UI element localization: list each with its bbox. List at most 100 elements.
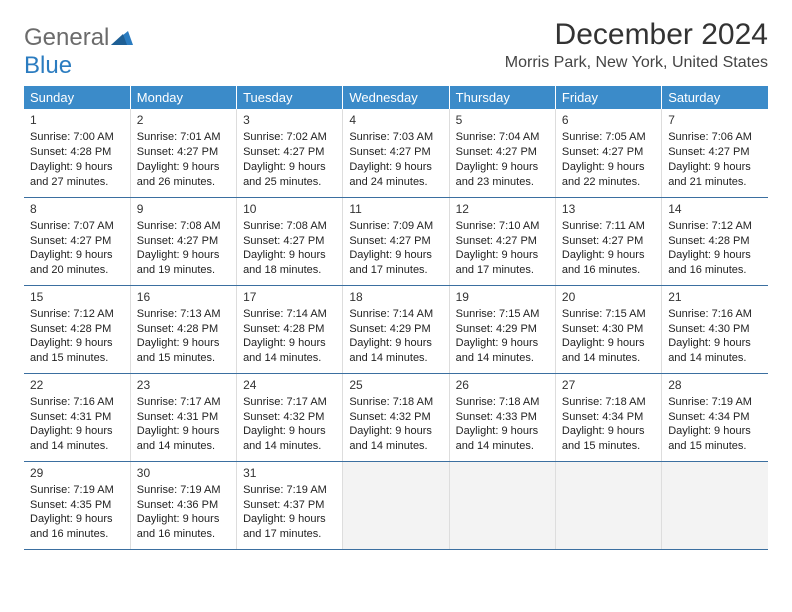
sunrise-text: Sunrise: 7:05 AM (562, 130, 655, 145)
title-block: December 2024 Morris Park, New York, Uni… (505, 18, 768, 72)
calendar-day-cell: 11 Sunrise: 7:09 AMSunset: 4:27 PMDayligh… (343, 197, 449, 285)
day-number: 29 (30, 465, 124, 481)
day-number: 20 (562, 289, 655, 305)
day-number: 1 (30, 112, 124, 128)
calendar-day-cell: 5Sunrise: 7:04 AMSunset: 4:27 PMDaylight… (449, 109, 555, 197)
sunrise-text: Sunrise: 7:10 AM (456, 219, 549, 234)
day-number: 23 (137, 377, 230, 393)
daylight-text: Daylight: 9 hours and 16 minutes. (137, 512, 230, 542)
calendar-day-cell: 17Sunrise: 7:14 AMSunset: 4:28 PMDayligh… (237, 285, 343, 373)
calendar-day-cell: 15Sunrise: 7:12 AMSunset: 4:28 PMDayligh… (24, 285, 130, 373)
daylight-text: Daylight: 9 hours and 15 minutes. (30, 336, 124, 366)
sunset-text: Sunset: 4:34 PM (668, 410, 762, 425)
calendar-day-cell (662, 461, 768, 549)
sunrise-text: Sunrise: 7:19 AM (668, 395, 762, 410)
daylight-text: Daylight: 9 hours and 14 minutes. (30, 424, 124, 454)
sunset-text: Sunset: 4:31 PM (30, 410, 124, 425)
daylight-text: Daylight: 9 hours and 18 minutes. (243, 248, 336, 278)
sunset-text: Sunset: 4:27 PM (243, 234, 336, 249)
day-number: 16 (137, 289, 230, 305)
daylight-text: Daylight: 9 hours and 17 minutes. (456, 248, 549, 278)
daylight-text: Daylight: 9 hours and 19 minutes. (137, 248, 230, 278)
day-number: 7 (668, 112, 762, 128)
calendar-day-cell: 23Sunrise: 7:17 AMSunset: 4:31 PMDayligh… (130, 373, 236, 461)
daylight-text: Daylight: 9 hours and 24 minutes. (349, 160, 442, 190)
logo: General Blue (24, 24, 133, 80)
calendar-day-cell: 27Sunrise: 7:18 AMSunset: 4:34 PMDayligh… (555, 373, 661, 461)
calendar-day-cell: 4Sunrise: 7:03 AMSunset: 4:27 PMDaylight… (343, 109, 449, 197)
day-number: 13 (562, 201, 655, 217)
daylight-text: Daylight: 9 hours and 14 minutes. (456, 424, 549, 454)
day-number: 14 (668, 201, 762, 217)
calendar-day-cell: 22 Sunrise: 7:16 AMSunset: 4:31 PMDayligh… (24, 373, 130, 461)
sunset-text: Sunset: 4:28 PM (668, 234, 762, 249)
day-number: 9 (137, 201, 230, 217)
sunrise-text: Sunrise: 7:09 AM (349, 219, 442, 234)
calendar-day-cell: 31Sunrise: 7:19 AMSunset: 4:37 PMDayligh… (237, 461, 343, 549)
day-number: 27 (562, 377, 655, 393)
sunrise-text: Sunrise: 7:12 AM (668, 219, 762, 234)
sunset-text: Sunset: 4:27 PM (30, 234, 124, 249)
sunset-text: Sunset: 4:28 PM (243, 322, 336, 337)
sunset-text: Sunset: 4:30 PM (562, 322, 655, 337)
calendar-day-cell: 1Sunrise: 7:00 AMSunset: 4:28 PMDaylight… (24, 109, 130, 197)
day-number: 25 (349, 377, 442, 393)
day-number: 2 (137, 112, 230, 128)
calendar-day-cell (343, 461, 449, 549)
weekday-header: Thursday (449, 86, 555, 109)
sunset-text: Sunset: 4:27 PM (456, 145, 549, 160)
sunset-text: Sunset: 4:29 PM (349, 322, 442, 337)
sunset-text: Sunset: 4:27 PM (243, 145, 336, 160)
calendar-day-cell: 14Sunrise: 7:12 AMSunset: 4:28 PMDayligh… (662, 197, 768, 285)
sunset-text: Sunset: 4:27 PM (349, 234, 442, 249)
sunrise-text: Sunrise: 7:18 AM (349, 395, 442, 410)
sunset-text: Sunset: 4:27 PM (349, 145, 442, 160)
weekday-header: Saturday (662, 86, 768, 109)
calendar-day-cell: 8Sunrise: 7:07 AMSunset: 4:27 PMDaylight… (24, 197, 130, 285)
day-number: 11 (349, 201, 442, 217)
calendar-day-cell: 24Sunrise: 7:17 AMSunset: 4:32 PMDayligh… (237, 373, 343, 461)
sunrise-text: Sunrise: 7:12 AM (30, 307, 124, 322)
calendar-day-cell: 28Sunrise: 7:19 AMSunset: 4:34 PMDayligh… (662, 373, 768, 461)
day-number: 22 (30, 377, 124, 393)
sunrise-text: Sunrise: 7:19 AM (137, 483, 230, 498)
calendar-day-cell: 9Sunrise: 7:08 AMSunset: 4:27 PMDaylight… (130, 197, 236, 285)
day-number: 4 (349, 112, 442, 128)
sunrise-text: Sunrise: 7:15 AM (456, 307, 549, 322)
daylight-text: Daylight: 9 hours and 25 minutes. (243, 160, 336, 190)
sunset-text: Sunset: 4:28 PM (137, 322, 230, 337)
sunset-text: Sunset: 4:28 PM (30, 145, 124, 160)
day-number: 31 (243, 465, 336, 481)
sunset-text: Sunset: 4:27 PM (562, 234, 655, 249)
calendar-day-cell: 3Sunrise: 7:02 AMSunset: 4:27 PMDaylight… (237, 109, 343, 197)
daylight-text: Daylight: 9 hours and 15 minutes. (562, 424, 655, 454)
day-number: 24 (243, 377, 336, 393)
weekday-header: Wednesday (343, 86, 449, 109)
weekday-header-row: Sunday Monday Tuesday Wednesday Thursday… (24, 86, 768, 109)
calendar-day-cell: 25Sunrise: 7:18 AMSunset: 4:32 PMDayligh… (343, 373, 449, 461)
sunset-text: Sunset: 4:27 PM (137, 145, 230, 160)
sunset-text: Sunset: 4:27 PM (137, 234, 230, 249)
daylight-text: Daylight: 9 hours and 14 minutes. (349, 336, 442, 366)
day-number: 10 (243, 201, 336, 217)
calendar-week-row: 29 Sunrise: 7:19 AM Sunset: 4:35 PM Dayligh… (24, 461, 768, 549)
calendar-day-cell: 19Sunrise: 7:15 AMSunset: 4:29 PMDayligh… (449, 285, 555, 373)
sunset-text: Sunset: 4:29 PM (456, 322, 549, 337)
calendar-page: General Blue December 2024 Morris Park, … (0, 0, 792, 612)
daylight-text: Daylight: 9 hours and 23 minutes. (456, 160, 549, 190)
daylight-text: Daylight: 9 hours and 26 minutes. (137, 160, 230, 190)
sunrise-text: Sunrise: 7:08 AM (243, 219, 336, 234)
daylight-text: Daylight: 9 hours and 14 minutes. (562, 336, 655, 366)
sunrise-text: Sunrise: 7:14 AM (349, 307, 442, 322)
sunset-text: Sunset: 4:32 PM (349, 410, 442, 425)
sunrise-text: Sunrise: 7:16 AM (30, 395, 124, 410)
daylight-text: Daylight: 9 hours and 27 minutes. (30, 160, 124, 190)
sunrise-text: Sunrise: 7:18 AM (562, 395, 655, 410)
day-number: 8 (30, 201, 124, 217)
daylight-text: Daylight: 9 hours and 15 minutes. (668, 424, 762, 454)
calendar-day-cell: 29Sunrise: 7:19 AMSunset: 4:35 PMDayligh… (24, 461, 130, 549)
calendar-day-cell: 20Sunrise: 7:15 AMSunset: 4:30 PMDayligh… (555, 285, 661, 373)
sunset-text: Sunset: 4:35 PM (30, 498, 124, 513)
calendar-day-cell: 26Sunrise: 7:18 AMSunset: 4:33 PMDayligh… (449, 373, 555, 461)
daylight-text: Daylight: 9 hours and 17 minutes. (349, 248, 442, 278)
